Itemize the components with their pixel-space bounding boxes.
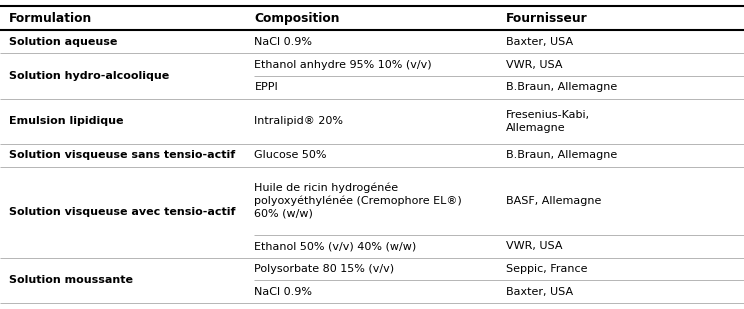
Text: Ethanol anhydre 95% 10% (v/v): Ethanol anhydre 95% 10% (v/v) — [254, 60, 432, 70]
Text: Ethanol 50% (v/v) 40% (w/w): Ethanol 50% (v/v) 40% (w/w) — [254, 241, 417, 251]
Text: Fournisseur: Fournisseur — [506, 12, 588, 25]
Text: VWR, USA: VWR, USA — [506, 241, 562, 251]
Text: NaCl 0.9%: NaCl 0.9% — [254, 287, 312, 297]
Text: Solution aqueuse: Solution aqueuse — [9, 37, 118, 47]
Text: Solution hydro-alcoolique: Solution hydro-alcoolique — [9, 71, 169, 81]
Text: Baxter, USA: Baxter, USA — [506, 287, 573, 297]
Text: Intralipid® 20%: Intralipid® 20% — [254, 116, 344, 126]
Text: B.Braun, Allemagne: B.Braun, Allemagne — [506, 150, 618, 160]
Text: Baxter, USA: Baxter, USA — [506, 37, 573, 47]
Text: EPPI: EPPI — [254, 82, 278, 92]
Text: BASF, Allemagne: BASF, Allemagne — [506, 196, 601, 206]
Text: Formulation: Formulation — [9, 12, 92, 25]
Text: Solution visqueuse avec tensio-actif: Solution visqueuse avec tensio-actif — [9, 207, 235, 217]
Text: Huile de ricin hydrogénée
polyoxyéthylénée (Cremophore EL®)
60% (w/w): Huile de ricin hydrogénée polyoxyéthylén… — [254, 183, 462, 219]
Text: Seppic, France: Seppic, France — [506, 264, 588, 274]
Text: Solution visqueuse sans tensio-actif: Solution visqueuse sans tensio-actif — [9, 150, 235, 160]
Text: Composition: Composition — [254, 12, 340, 25]
Text: VWR, USA: VWR, USA — [506, 60, 562, 70]
Text: B.Braun, Allemagne: B.Braun, Allemagne — [506, 82, 618, 92]
Text: Fresenius-Kabi,
Allemagne: Fresenius-Kabi, Allemagne — [506, 110, 590, 133]
Text: Solution moussante: Solution moussante — [9, 275, 133, 285]
Text: NaCl 0.9%: NaCl 0.9% — [254, 37, 312, 47]
Text: Polysorbate 80 15% (v/v): Polysorbate 80 15% (v/v) — [254, 264, 394, 274]
Text: Glucose 50%: Glucose 50% — [254, 150, 327, 160]
Text: Emulsion lipidique: Emulsion lipidique — [9, 116, 124, 126]
